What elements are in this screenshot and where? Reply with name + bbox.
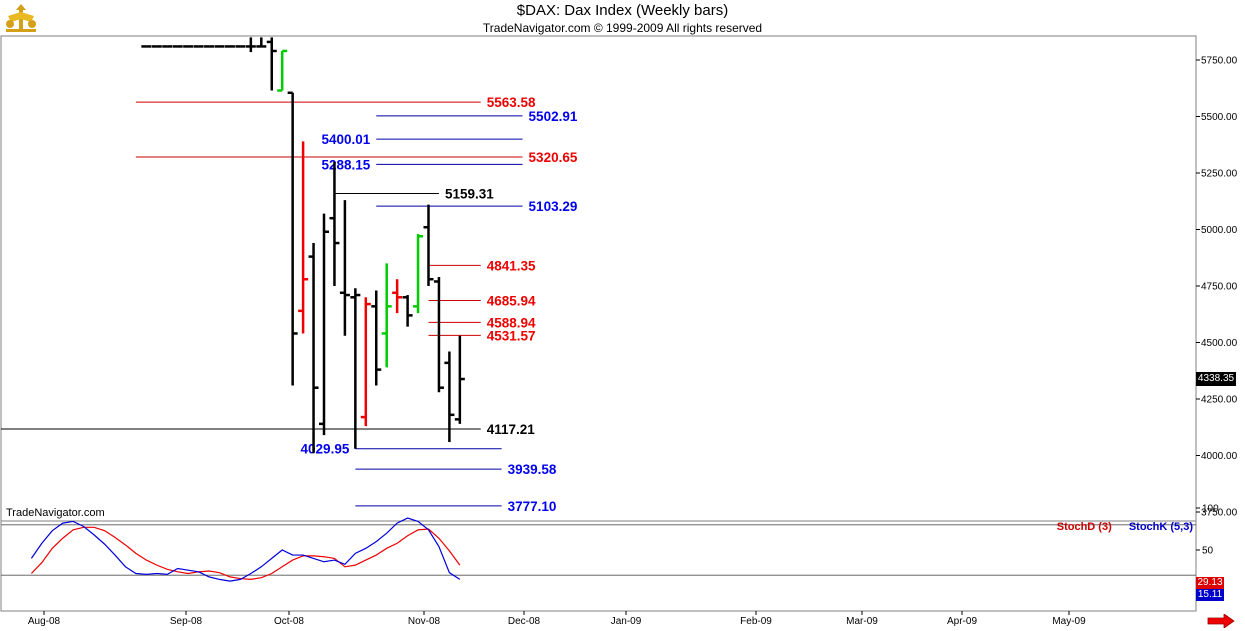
stochk-legend-label: StochK (5,3): [1128, 521, 1193, 533]
level-label: 5563.58: [487, 95, 536, 110]
price-tick-label: 4000.00: [1201, 451, 1238, 462]
ohlc-bar: [256, 37, 267, 48]
ohlc-bar: [381, 263, 392, 368]
ohlc-bar: [319, 213, 329, 436]
chart-subtitle: TradeNavigator.com © 1999-2009 All right…: [482, 21, 763, 35]
stoch-tick-label: 100: [1202, 504, 1219, 515]
level-label: 5103.29: [529, 199, 578, 214]
ohlc-bar: [245, 37, 256, 53]
stoch-series-line: [30, 517, 461, 582]
x-tick-label: Mar-09: [846, 616, 878, 627]
ohlc-bar: [162, 45, 173, 48]
ohlc-bar: [287, 91, 298, 386]
ohlc-bar: [339, 200, 350, 336]
watermark-text: TradeNavigator.com: [6, 507, 105, 519]
chart-title: $DAX: Dax Index (Weekly bars): [516, 2, 729, 19]
level-label: 3939.58: [508, 462, 557, 477]
level-label: 4685.94: [487, 293, 536, 308]
level-label: 4531.57: [487, 328, 536, 343]
x-tick-label: Feb-09: [740, 616, 772, 627]
ohlc-bar: [183, 45, 194, 48]
stoch-series-line: [30, 526, 461, 581]
stoch-tick-label: 50: [1202, 546, 1214, 557]
ohlc-bar: [413, 234, 424, 314]
ohlc-bar: [433, 276, 444, 393]
x-tick-label: Dec-08: [508, 616, 541, 627]
scroll-right-arrow-icon[interactable]: [1207, 614, 1235, 628]
ohlc-bar: [371, 290, 382, 386]
level-label: 4117.21: [487, 422, 536, 437]
stochastic-legend: StochD (3) StochK (5,3): [1057, 521, 1193, 533]
ohlc-bar: [423, 204, 434, 286]
ohlc-bar: [224, 45, 235, 48]
ohlc-bar: [444, 351, 455, 442]
x-tick-label: May-09: [1052, 616, 1086, 627]
ohlc-bar: [235, 45, 246, 48]
ohlc-bar: [277, 49, 288, 92]
ohlc-bar: [193, 45, 204, 48]
ohlc-bar: [214, 45, 225, 48]
level-label: 4029.95: [301, 442, 350, 457]
stochd-value-badge: 29.13: [1196, 577, 1224, 589]
x-tick-label: Oct-08: [274, 616, 304, 627]
level-label: 4841.35: [487, 258, 536, 273]
x-tick-label: Sep-08: [170, 616, 203, 627]
ohlc-bar: [172, 45, 183, 48]
price-tick-label: 4750.00: [1201, 282, 1238, 293]
price-tick-label: 5500.00: [1201, 112, 1238, 123]
ohlc-bar: [151, 45, 162, 48]
ohlc-bar: [308, 243, 319, 454]
level-label: 5320.65: [529, 150, 578, 165]
x-tick-label: Aug-08: [28, 616, 61, 627]
last-price-badge: 4338.35: [1196, 372, 1236, 386]
chart-header: $DAX: Dax Index (Weekly bars) TradeNavig…: [0, 0, 1245, 36]
level-label: 5400.01: [321, 132, 370, 147]
x-tick-label: Jan-09: [611, 616, 642, 627]
level-label: 4588.94: [487, 315, 536, 330]
level-label: 5502.91: [529, 109, 578, 124]
price-tick-label: 4500.00: [1201, 338, 1238, 349]
ohlc-bar: [141, 45, 152, 48]
level-label: 5159.31: [445, 186, 494, 201]
ohlc-bar: [402, 295, 413, 327]
ohlc-bar: [329, 161, 340, 286]
stochd-legend-label: StochD (3): [1056, 521, 1112, 533]
price-panel-frame: [0, 35, 1197, 522]
trade-navigator-logo-icon: [6, 4, 36, 32]
ohlc-bar: [298, 141, 309, 334]
level-label: 5288.15: [321, 157, 370, 172]
price-tick-label: 5750.00: [1201, 56, 1238, 67]
ohlc-bar: [350, 288, 361, 449]
ohlc-bar: [392, 279, 403, 314]
ohlc-bar: [204, 45, 215, 48]
x-tick-label: Apr-09: [947, 616, 977, 627]
x-tick-label: Nov-08: [408, 616, 441, 627]
price-tick-label: 5000.00: [1201, 225, 1238, 236]
stochk-value-badge: 15.11: [1196, 589, 1224, 601]
ohlc-bar: [266, 37, 277, 91]
ohlc-bar: [360, 297, 371, 427]
stoch-panel-frame: [0, 520, 1197, 612]
price-tick-label: 5250.00: [1201, 169, 1238, 180]
price-tick-label: 3750.00: [1201, 508, 1238, 519]
level-label: 3777.10: [508, 499, 557, 514]
ohlc-bar: [454, 335, 465, 424]
price-tick-label: 4250.00: [1201, 395, 1238, 406]
